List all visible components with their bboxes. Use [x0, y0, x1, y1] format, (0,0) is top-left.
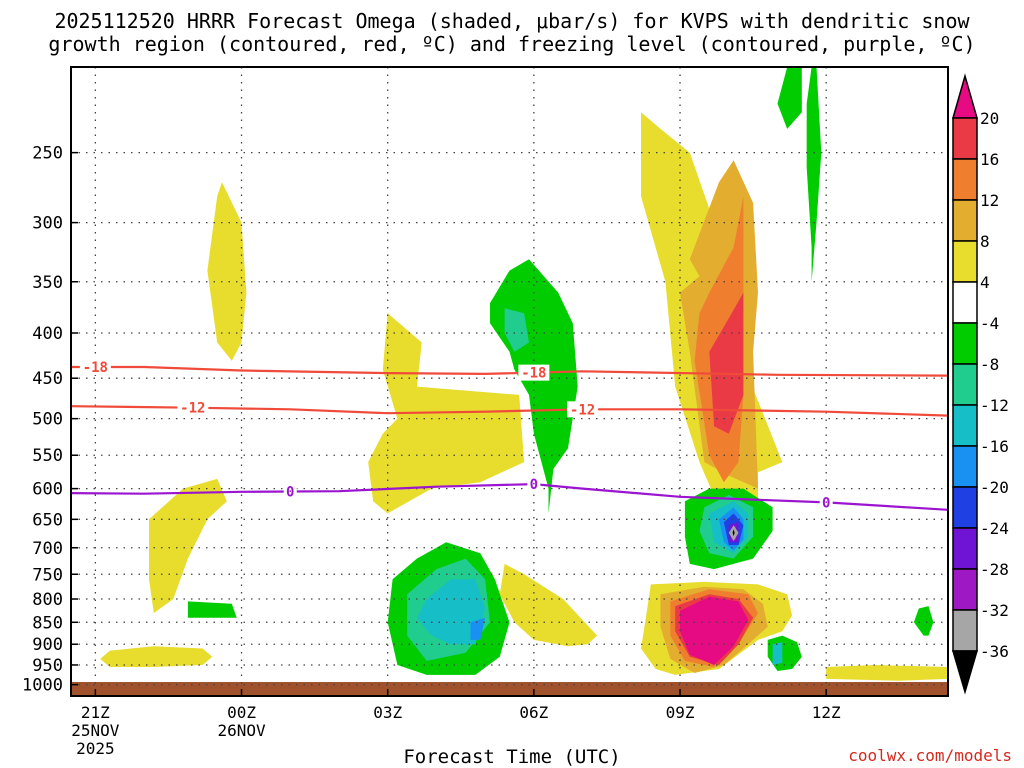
omega-region-5 [499, 563, 598, 647]
freezing-level-label: 0 [530, 477, 538, 493]
dgz-top-label-bg [79, 358, 111, 375]
omega-region-1 [207, 182, 247, 361]
omega-region-3 [100, 646, 213, 667]
y-tick-label-700: 700 [32, 539, 63, 559]
x-tick-label-06Z: 06Z [519, 703, 548, 722]
y-tick-label-850: 850 [32, 613, 63, 633]
x-tick-sublabel: 26NOV [217, 721, 266, 740]
colorbar-swatch-8 [952, 404, 978, 447]
colorbar-label--20: -20 [980, 478, 1009, 497]
colorbar-swatch-11 [952, 527, 978, 570]
colorbar-label-20: 20 [980, 109, 999, 128]
x-tick-label-21Z: 21Z [81, 703, 110, 722]
colorbar-label--36: -36 [980, 642, 1009, 661]
y-axis: 2503003504004505005506006507007508008509… [22, 144, 78, 696]
omega-region-17 [777, 67, 802, 129]
dgz-bottom-label: -12 [570, 402, 595, 418]
colorbar-swatch-12 [952, 568, 978, 611]
y-tick-label-400: 400 [32, 324, 63, 344]
y-tick-label-1000: 1000 [22, 676, 63, 696]
colorbar-label-16: 16 [980, 150, 999, 169]
y-tick-label-550: 550 [32, 446, 63, 466]
dgz-bottom-contour [70, 405, 949, 417]
dgz-bottom-label: -12 [180, 401, 205, 417]
freezing-level-label: 0 [822, 495, 830, 511]
dgz-bottom-label-bg [567, 401, 599, 418]
freezing-level-label-bg [819, 494, 833, 511]
colorbar-top-arrow [952, 73, 978, 119]
colorbar-swatch-6 [952, 322, 978, 365]
x-tick-label-03Z: 03Z [373, 703, 402, 722]
omega-region-2 [149, 478, 227, 614]
plot-frame [70, 66, 949, 697]
dgz-top-contour [71, 365, 949, 377]
y-tick-label-250: 250 [32, 144, 63, 164]
y-tick-label-450: 450 [32, 369, 63, 389]
omega-region-21 [416, 579, 486, 645]
omega-region-23 [490, 259, 578, 514]
dgz-top-label: -18 [83, 360, 108, 376]
x-tick-label-12Z: 12Z [812, 703, 841, 722]
y-tick-label-350: 350 [32, 273, 63, 293]
colorbar-swatch-5 [952, 281, 978, 324]
colorbar-label--4: -4 [980, 314, 999, 333]
credit-text: coolwx.com/models [848, 746, 1012, 765]
omega-region-15 [826, 665, 948, 681]
colorbar-label--24: -24 [980, 519, 1009, 538]
colorbar-label-8: 8 [980, 232, 990, 251]
omega-region-14 [680, 596, 749, 665]
freezing-level-label: 0 [286, 484, 294, 500]
omega-region-33 [732, 529, 735, 537]
omega-region-16 [806, 67, 822, 282]
colorbar: 20 16 12 8 4 -4 -8 -12 -16 -20 -24 -28 -32 -36 [951, 73, 1009, 695]
colorbar-swatch-4 [952, 240, 978, 283]
omega-region-22 [470, 617, 486, 640]
omega-region-9 [709, 292, 744, 434]
colorbar-label--8: -8 [980, 355, 999, 374]
dgz-top-label-bg [518, 364, 550, 381]
freezing-level-contour [70, 482, 949, 511]
x-axis-label: Forecast Time (UTC) [403, 746, 621, 768]
colorbar-swatch-9 [952, 445, 978, 488]
colorbar-label--32: -32 [980, 601, 1009, 620]
colorbar-label-12: 12 [980, 191, 999, 210]
x-tick-sublabel: 25NOV [71, 721, 120, 740]
chart-title-line-1: 2025112520 HRRR Forecast Omega (shaded, … [54, 9, 970, 33]
dgz-top-label: -18 [521, 366, 546, 382]
y-tick-label-500: 500 [32, 410, 63, 430]
omega-region-24 [504, 308, 529, 352]
colorbar-swatch-10 [952, 486, 978, 529]
y-tick-label-600: 600 [32, 480, 63, 500]
y-tick-label-300: 300 [32, 214, 63, 234]
colorbar-swatch-3 [952, 199, 978, 242]
x-tick-label-00Z: 00Z [227, 703, 256, 722]
temperature-contours: -18 -18 -12 -12 0 0 0 [70, 358, 949, 511]
colorbar-label--28: -28 [980, 560, 1009, 579]
y-tick-label-950: 950 [32, 656, 63, 676]
omega-region-36 [913, 606, 934, 636]
x-tick-sublabel: 2025 [76, 739, 115, 758]
colorbar-label--12: -12 [980, 396, 1009, 415]
colorbar-swatch-2 [952, 158, 978, 201]
colorbar-label--16: -16 [980, 437, 1009, 456]
x-tick-label-09Z: 09Z [666, 703, 695, 722]
freezing-level-label-bg [527, 476, 541, 493]
dgz-bottom-label-bg [177, 399, 209, 416]
colorbar-swatch-13 [952, 609, 978, 652]
y-tick-label-800: 800 [32, 590, 63, 610]
y-tick-label-900: 900 [32, 635, 63, 655]
colorbar-swatch-1 [952, 117, 978, 160]
omega-region-18 [187, 601, 237, 618]
ground-bar [71, 682, 948, 696]
colorbar-swatch-7 [952, 363, 978, 406]
chart-title-line-2: growth region (contoured, red, ºC) and f… [48, 32, 976, 56]
colorbar-bottom-arrow [951, 650, 979, 695]
freezing-level-label-bg [283, 483, 297, 500]
y-tick-label-750: 750 [32, 565, 63, 585]
y-tick-label-650: 650 [32, 510, 63, 530]
colorbar-label-4: 4 [980, 273, 990, 292]
omega-region-35 [772, 642, 783, 665]
